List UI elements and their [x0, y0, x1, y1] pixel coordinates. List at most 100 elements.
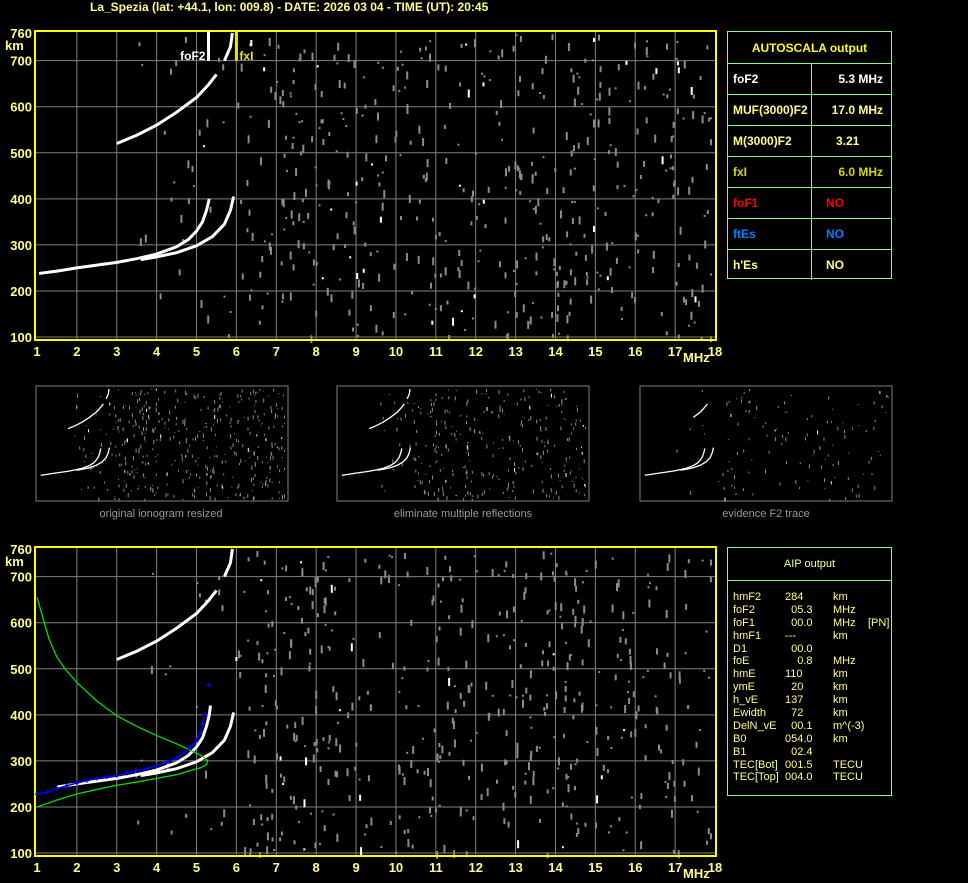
noise-dot [148, 406, 150, 411]
noise-dot [679, 226, 682, 235]
noise-dot [396, 427, 398, 432]
noise-dot [158, 420, 160, 423]
noise-dot [422, 174, 425, 179]
noise-dot [564, 685, 567, 692]
noise-dot [131, 392, 133, 395]
noise-dot [817, 430, 819, 435]
noise-dot [518, 467, 520, 469]
x-tick-label: 11 [429, 860, 443, 875]
noise-dot [552, 787, 555, 790]
noise-dot [640, 841, 643, 850]
noise-dot [424, 46, 427, 51]
noise-dot [369, 252, 372, 257]
noise-dot [288, 651, 291, 660]
noise-dot [282, 495, 283, 500]
noise-dot [257, 446, 259, 449]
noise-dot [502, 438, 504, 441]
noise-dot [589, 113, 592, 116]
noise-dot [436, 460, 438, 463]
noise-dot [642, 676, 645, 679]
noise-dot [435, 636, 438, 643]
noise-dot [446, 496, 448, 501]
noise-dot [312, 754, 315, 763]
noise-dot [289, 95, 292, 98]
noise-dot [539, 92, 541, 94]
noise-dot [552, 666, 555, 671]
noise-dot [529, 316, 532, 325]
noise-dot [370, 704, 372, 711]
noise-dot [209, 470, 211, 472]
noise-dot [289, 251, 292, 260]
noise-dot [236, 438, 237, 442]
noise-dot [333, 54, 336, 61]
noise-dot [501, 138, 503, 141]
noise-dot [168, 418, 170, 422]
noise-dot [269, 471, 271, 473]
noise-dot [419, 47, 422, 52]
noise-dot [444, 555, 447, 560]
noise-dot [585, 271, 588, 276]
noise-dot [507, 486, 509, 489]
noise-dot [356, 323, 359, 326]
noise-dot [610, 706, 613, 709]
noise-dot [453, 739, 456, 748]
noise-dot [249, 431, 251, 435]
aip-unit: km [833, 668, 848, 681]
noise-dot [417, 255, 420, 264]
noise-dot [115, 414, 117, 418]
noise-dot [303, 799, 306, 808]
noise-dot [561, 802, 564, 807]
noise-dot [427, 413, 429, 415]
noise-dot [274, 92, 277, 101]
noise-dot [874, 486, 876, 490]
noise-dot [529, 755, 532, 762]
second-hop-x [105, 388, 110, 400]
noise-dot [452, 721, 455, 730]
noise-dot [474, 39, 476, 48]
noise-dot [509, 694, 512, 697]
noise-dot [652, 250, 655, 259]
noise-dot [237, 102, 240, 109]
o-trace [40, 448, 102, 476]
noise-dot [503, 818, 506, 825]
noise-dot [207, 315, 210, 324]
noise-dot [397, 418, 398, 420]
noise-dot [799, 487, 801, 490]
noise-dot [498, 611, 501, 616]
noise-dot [823, 437, 825, 441]
noise-dot [522, 448, 523, 453]
noise-dot [570, 423, 572, 426]
noise-dot [144, 477, 146, 479]
noise-dot [787, 432, 789, 434]
noise-dot [154, 455, 156, 457]
noise-dot [257, 415, 259, 419]
noise-dot [336, 62, 339, 65]
o-trace [341, 448, 403, 476]
noise-dot [629, 661, 632, 670]
noise-dot [186, 438, 188, 441]
noise-dot [447, 448, 449, 452]
noise-dot [620, 736, 623, 739]
noise-dot [274, 414, 276, 419]
noise-dot [212, 467, 214, 470]
noise-dot [505, 168, 507, 177]
noise-dot [524, 772, 527, 775]
noise-dot [174, 432, 176, 434]
noise-dot [723, 487, 725, 490]
noise-dot [455, 438, 457, 441]
noise-dot [524, 257, 527, 260]
noise-dot [506, 487, 508, 491]
noise-dot [682, 117, 685, 120]
noise-dot [837, 426, 839, 431]
noise-dot [569, 243, 572, 246]
noise-dot [138, 450, 140, 454]
noise-dot [547, 660, 550, 667]
noise-dot [126, 438, 128, 443]
noise-dot [657, 199, 660, 204]
autoscala-title: AUTOSCALA output [728, 32, 891, 64]
noise-dot [454, 433, 456, 438]
aip-name: foE [733, 655, 750, 668]
noise-dot [185, 390, 186, 395]
noise-dot [527, 320, 530, 329]
aip-value: 05.3 [785, 603, 813, 616]
